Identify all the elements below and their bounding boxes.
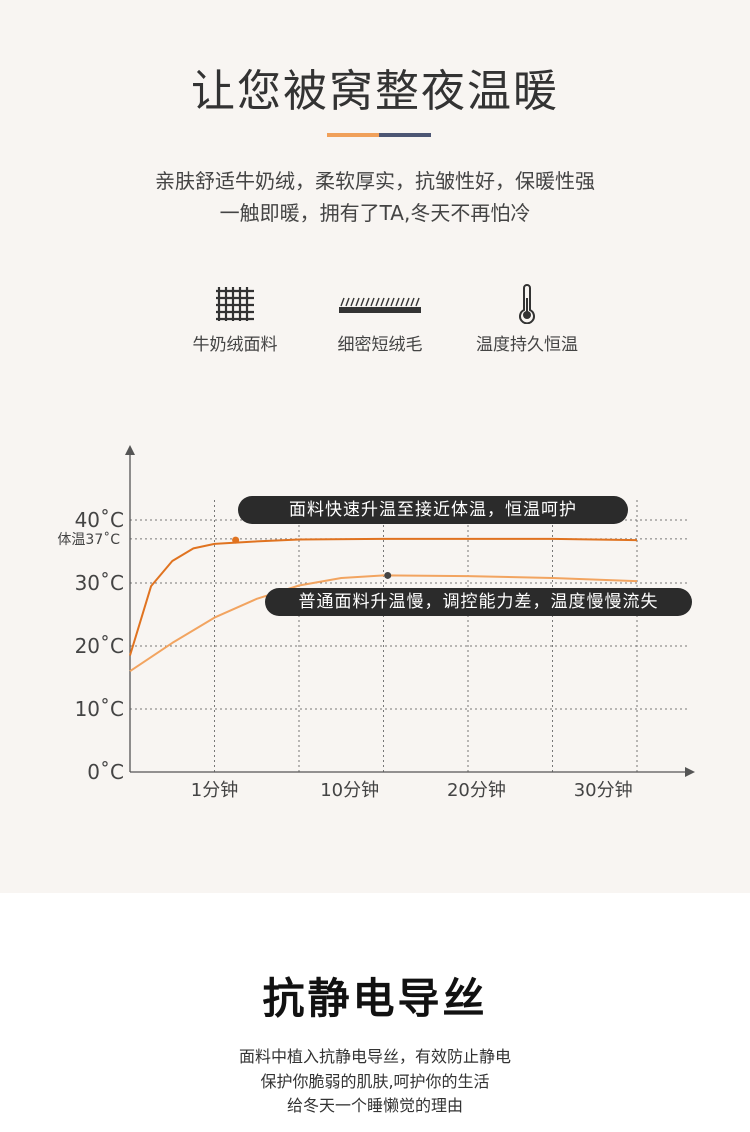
y-tick-label: 30˚C [75,571,124,595]
y-tick-label: 0˚C [87,760,124,784]
slow-heating-annotation: 普通面料升温慢，调控能力差，温度慢慢流失 [265,588,692,616]
series-2-marker [384,571,392,579]
series-line-2 [129,574,638,673]
x-tick-labels: 1分钟 10分钟 20分钟 30分钟 [191,780,633,801]
feature-label: 细密短绒毛 [337,335,423,355]
chart-axes [125,445,695,777]
series-1-marker [232,536,240,544]
x-axis-arrow [685,767,695,777]
y-tick-label: 20˚C [75,634,124,658]
y-tick-labels: 40˚C 30˚C 20˚C 10˚C 0˚C 体温37˚C [57,508,124,784]
feature-short-plush: 细密短绒毛 [300,284,460,355]
feature-label: 温度持久恒温 [476,335,578,355]
title-underline-navy [379,133,431,137]
y-tick-label: 40˚C [75,508,124,532]
section2-title: 抗静电导丝 [262,974,488,1023]
top-panel [0,0,750,893]
grid-fabric-icon [155,284,315,324]
body-temp-label: 体温37˚C [57,531,120,548]
section2-line-3: 给冬天一个睡懒觉的理由 [286,1096,463,1115]
x-tick-label: 20分钟 [447,780,506,801]
y-axis-arrow [125,445,135,455]
feature-milk-velvet: 牛奶绒面料 [155,284,315,355]
short-plush-icon [300,284,460,324]
thermometer-icon [447,284,607,324]
y-tick-label: 10˚C [75,697,124,721]
section2-line-1: 面料中植入抗静电导丝，有效防止静电 [238,1047,511,1066]
x-tick-label: 30分钟 [574,780,633,801]
subtitle-line-2: 一触即暖，拥有了TA,冬天不再怕冷 [219,201,531,225]
temperature-chart: 40˚C 30˚C 20˚C 10˚C 0˚C 体温37˚C 1分钟 10分钟 20分钟 30分… [57,445,695,801]
section2-line-2: 保护你脆弱的肌肤,呵护你的生活 [260,1072,490,1091]
x-tick-label: 1分钟 [191,780,238,801]
title-underline-orange [327,133,379,137]
feature-label: 牛奶绒面料 [192,335,278,355]
subtitle-line-1: 亲肤舒适牛奶绒，柔软厚实，抗皱性好，保暖性强 [155,169,595,193]
feature-constant-temp: 温度持久恒温 [447,284,607,355]
chart-grid [130,500,690,772]
series-line-1 [129,537,638,656]
page-title: 让您被窝整夜温暖 [191,66,559,117]
chart-series [129,536,638,673]
x-tick-label: 10分钟 [320,780,379,801]
fast-heating-annotation: 面料快速升温至接近体温，恒温呵护 [238,496,628,524]
